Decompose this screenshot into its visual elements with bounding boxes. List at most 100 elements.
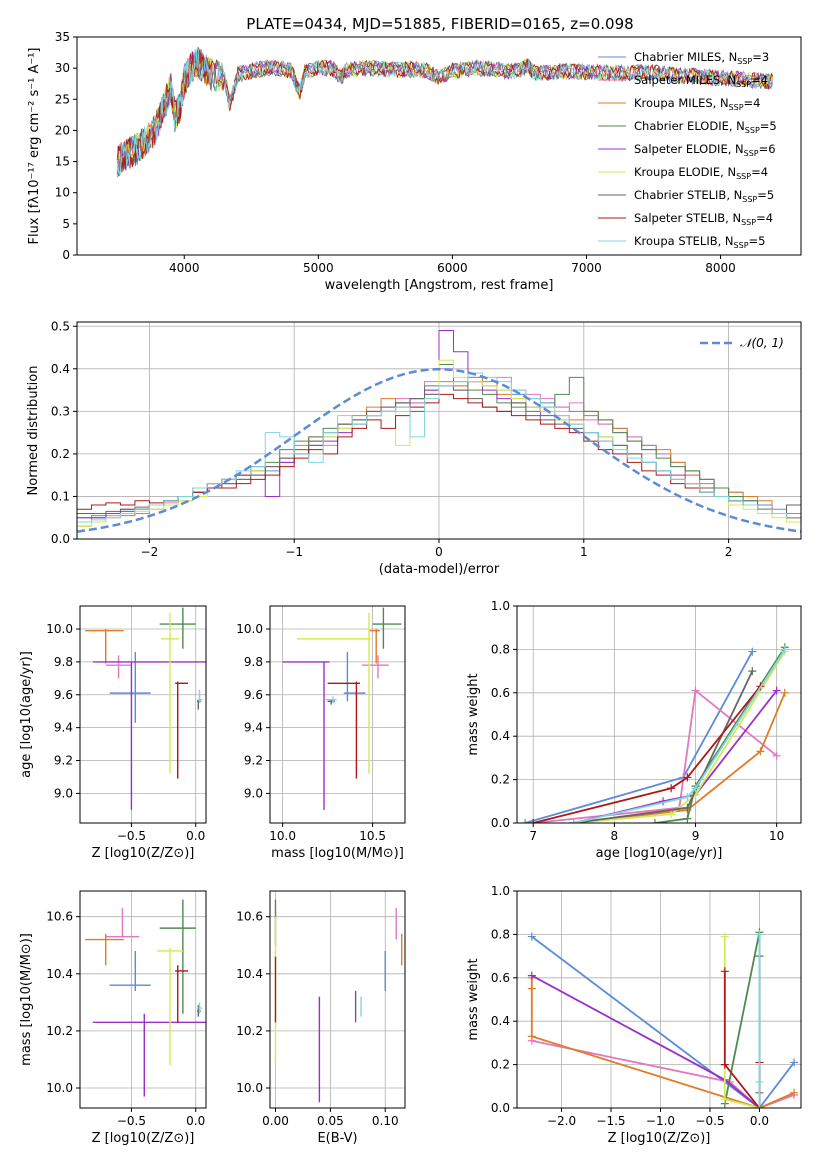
weight-line	[573, 692, 786, 823]
error-bar-point	[85, 933, 124, 966]
y-tick-label: 10.4	[46, 967, 73, 981]
y-tick-label: 9.4	[244, 721, 263, 735]
y-tick-label: 0.6	[491, 971, 510, 985]
x-tick-label: 0.0	[750, 1114, 769, 1128]
plot-area	[527, 928, 799, 1108]
y-tick-label: 0.8	[491, 642, 510, 656]
panel-mass-vs-EBV: 0.00 0.05 0.10 10.0 10.2 10.4 10.6 E(B-V)	[236, 890, 406, 1146]
legend-entry: Kroupa MILES, NSSP=4	[634, 96, 760, 112]
y-tick-label: 9.8	[54, 655, 73, 669]
error-bar-point	[198, 1002, 203, 1014]
legend-subscript: SSP	[745, 126, 760, 135]
x-tick-label: 1	[580, 545, 588, 559]
y-axis-label: mass weight	[466, 958, 481, 1040]
y-tick-label: 0.5	[51, 319, 70, 333]
y-tick-label: 30	[55, 61, 70, 75]
y-tick-label: 10.0	[46, 622, 73, 636]
error-bar-point	[161, 612, 179, 774]
y-tick-label: 25	[55, 92, 70, 106]
y-tick-label: 9.2	[54, 754, 73, 768]
weight-line	[531, 1039, 795, 1108]
y-tick-label: 9.6	[244, 688, 263, 702]
x-axis-label: E(B-V)	[317, 1131, 357, 1146]
axes-frame	[516, 605, 802, 824]
legend-entry: Kroupa ELODIE, NSSP=4	[634, 165, 768, 181]
error-bar-point	[159, 899, 196, 1014]
plus-marker	[780, 688, 789, 697]
legend-value: =4	[751, 73, 768, 87]
plus-marker	[755, 1104, 764, 1108]
axes-frame	[516, 890, 802, 1109]
y-tick-label: 1.0	[491, 884, 510, 898]
spectrum-line	[117, 49, 774, 173]
y-tick-label: 0.4	[491, 1014, 510, 1028]
y-axis-label: Normed distribution	[26, 366, 41, 496]
y-tick-label: 0.8	[491, 927, 510, 941]
y-tick-label: 0	[62, 248, 70, 262]
plus-marker	[683, 814, 692, 823]
error-bar-point	[105, 655, 132, 679]
plus-marker	[667, 810, 676, 819]
y-tick-label: 15	[55, 155, 70, 169]
legend-subscript: SSP	[734, 241, 749, 250]
legend-subscript: SSP	[744, 149, 759, 158]
error-bar-point	[175, 681, 188, 779]
error-bar-point	[92, 1013, 206, 1097]
legend-entry: Kroupa STELIB, NSSP=5	[634, 234, 765, 250]
y-tick-label: 10.2	[236, 1024, 263, 1038]
error-bar-point	[198, 689, 203, 703]
x-tick-label: 4000	[169, 261, 200, 275]
legend-entry: Chabrier MILES, NSSP=3	[634, 50, 769, 66]
weight-line	[723, 971, 761, 1108]
plus-marker	[720, 1095, 729, 1104]
legend-value: =6	[759, 142, 776, 156]
x-tick-label: 7	[529, 829, 537, 843]
x-tick-label: 7000	[571, 261, 602, 275]
y-tick-label: 10.0	[236, 622, 263, 636]
x-tick-label: −2.0	[547, 1114, 576, 1128]
y-tick-label: 10.0	[46, 1081, 73, 1095]
y-tick-label: 0.0	[491, 1101, 510, 1115]
y-tick-label: 9.6	[54, 688, 73, 702]
y-tick-label: 9.4	[54, 721, 73, 735]
y-tick-label: 35	[55, 30, 70, 44]
x-axis-label: Z [log10(Z/Z⊙)]	[608, 1131, 711, 1146]
error-bar-point	[105, 908, 140, 938]
y-tick-label: 9.0	[244, 786, 263, 800]
panel-age-vs-mass: 10.0 10.5 9.0 9.2 9.4 9.6 9.8 10.0 mass [log10(M…	[236, 605, 406, 861]
panel-age-vs-Z: −0.5 0.0 9.0 9.2 9.4 9.6 9.8 10.0 Z [log10(Z/Z⊙)…	[19, 605, 207, 861]
plus-marker	[529, 819, 538, 823]
panel-weight-vs-Z: −2.0 −1.5 −1.0 −0.5 0.0 0.0 0.2 0.4 0.6 0.8 1.0 Z […	[466, 884, 802, 1146]
x-tick-label: 6000	[437, 261, 468, 275]
y-tick-label: 5	[62, 217, 70, 231]
legend-value: =4	[744, 96, 761, 110]
y-tick-label: 10	[55, 186, 70, 200]
legend-value: =3	[752, 50, 769, 64]
y-tick-label: 20	[55, 123, 70, 137]
y-tick-label: 9.0	[54, 786, 73, 800]
x-tick-label: 0	[435, 545, 443, 559]
y-tick-label: 10.6	[46, 910, 73, 924]
legend-entry: Salpeter MILES, NSSP=4	[634, 73, 768, 89]
x-tick-label: 10	[769, 829, 784, 843]
plot-area	[282, 607, 402, 810]
plus-marker	[683, 773, 692, 782]
plot-area	[77, 330, 801, 533]
x-tick-label: 9	[692, 829, 700, 843]
plus-marker	[527, 1032, 536, 1041]
axes-frame	[79, 890, 207, 1109]
plus-marker	[691, 784, 700, 793]
x-tick-label: −0.5	[117, 829, 146, 843]
x-axis-label: Z [log10(Z/Z⊙)]	[92, 846, 195, 861]
error-bar-point	[109, 950, 151, 991]
plus-marker	[527, 984, 536, 993]
error-bar-point	[109, 652, 151, 723]
plus-marker	[790, 1088, 799, 1097]
x-tick-label: 0.05	[317, 1114, 344, 1128]
x-axis-label: age [log10(age/yr)]	[596, 846, 723, 861]
axes-frame	[76, 36, 802, 256]
error-bar-point	[92, 661, 206, 810]
error-bar-point	[157, 948, 183, 1066]
plots-layer: Chabrier MILES, NSSP=3 Salpeter MILES, NS…	[19, 30, 802, 1146]
